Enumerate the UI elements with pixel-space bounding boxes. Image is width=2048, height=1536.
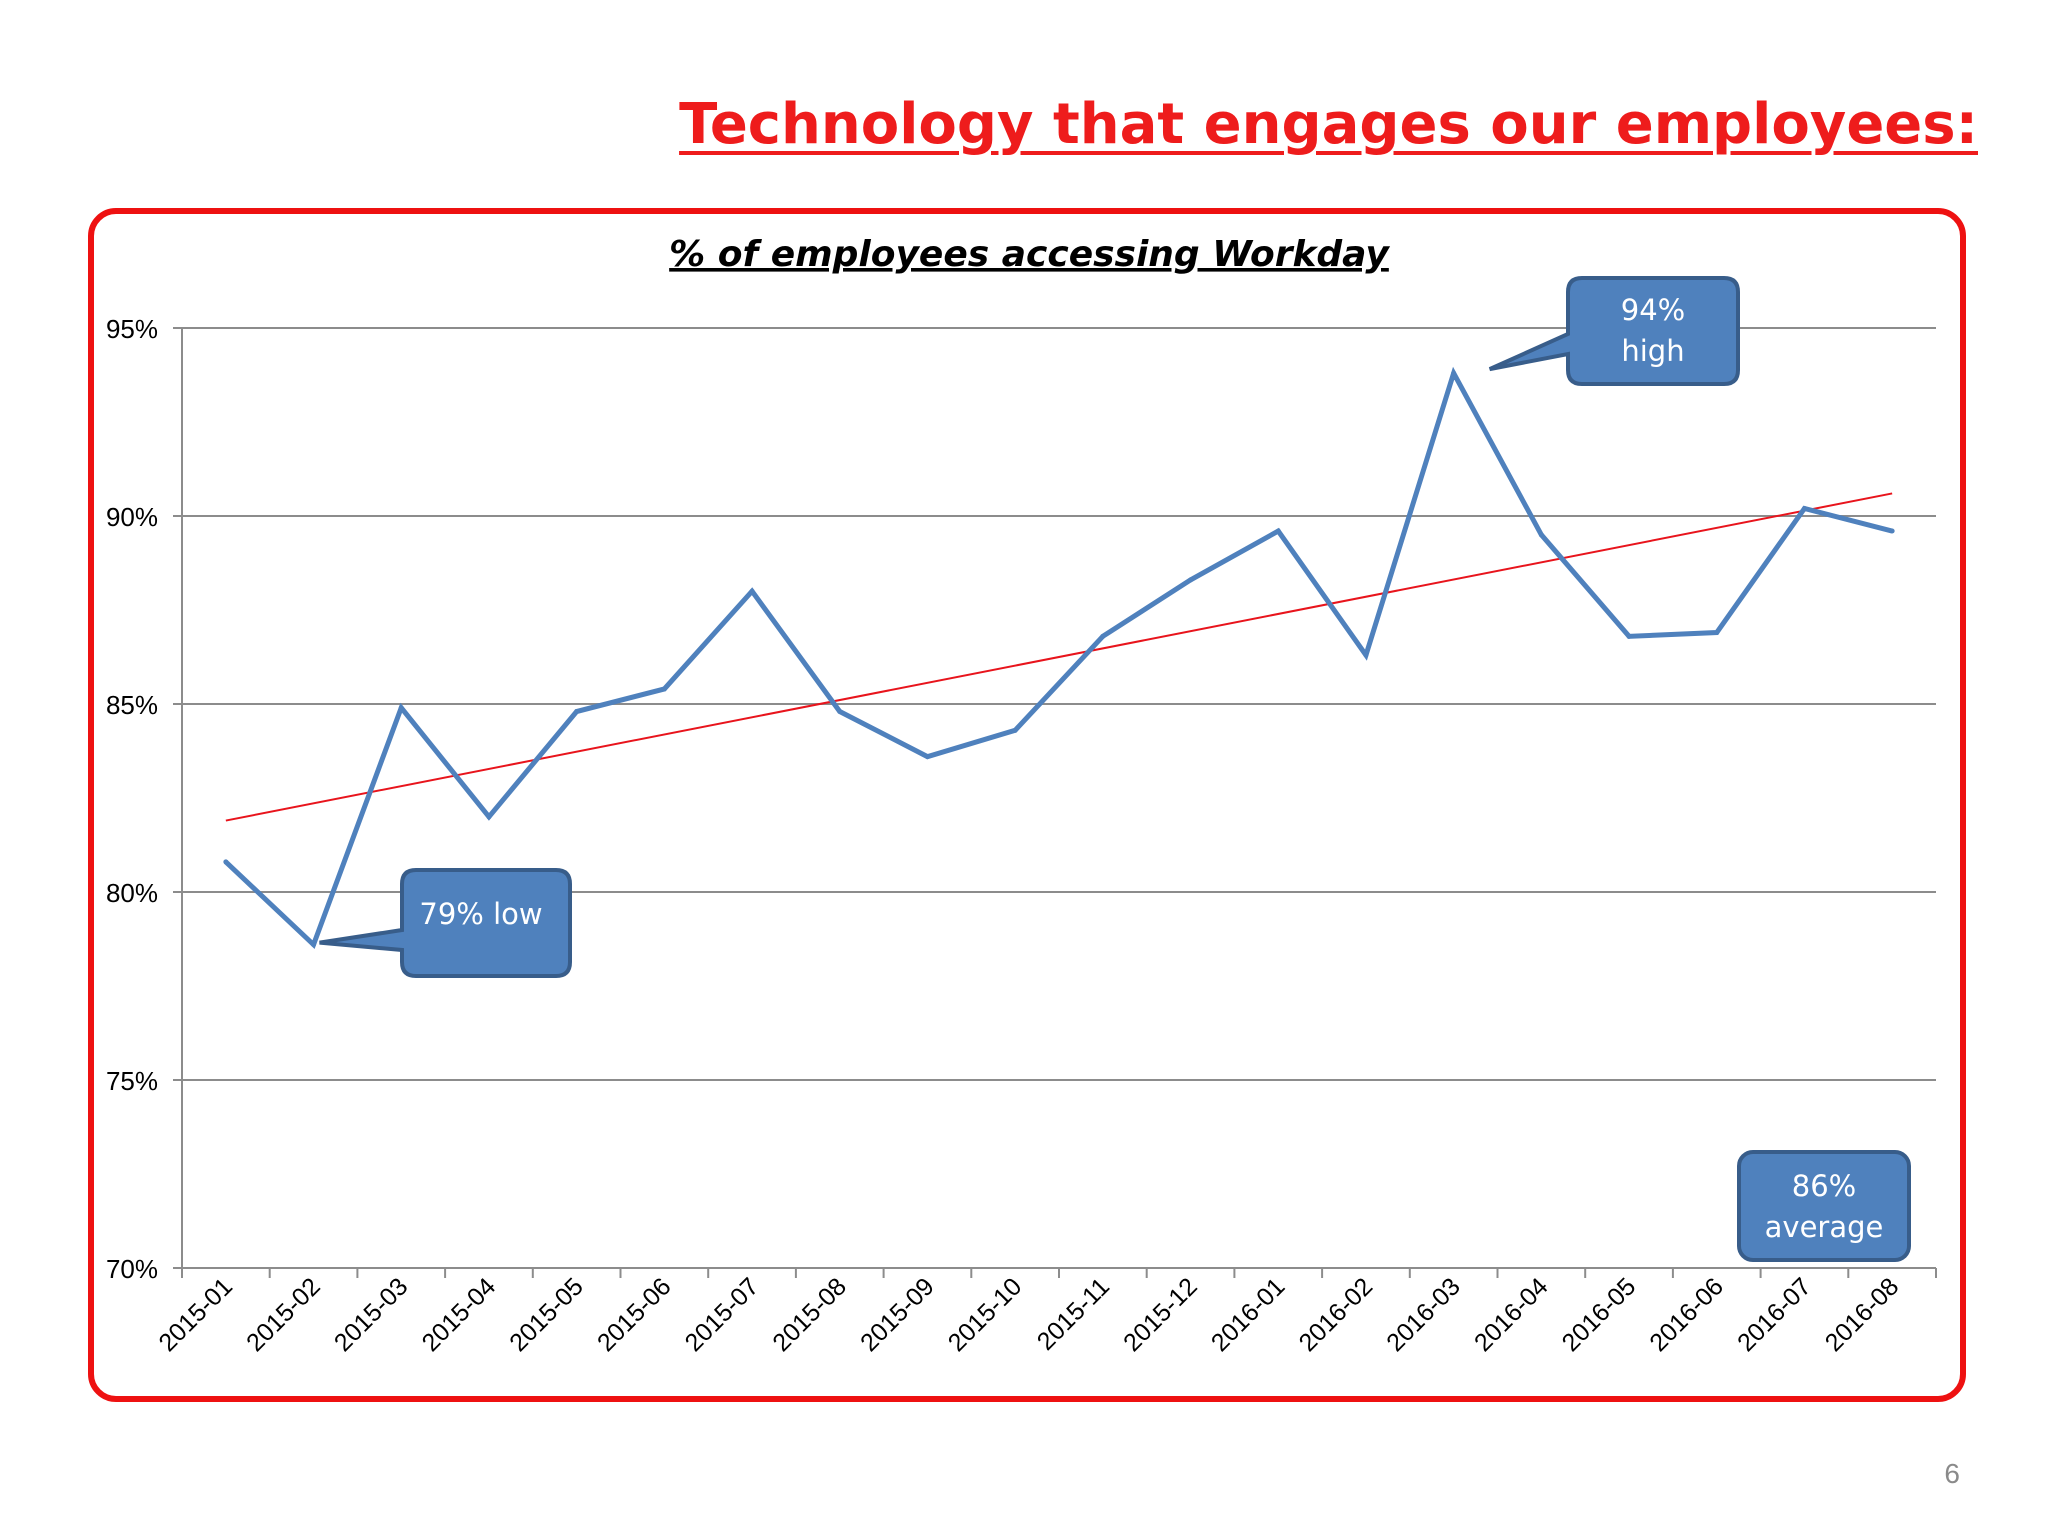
chart-frame: % of employees accessing Workday 70% 75% 8…	[88, 208, 1966, 1402]
data-point	[1714, 630, 1720, 636]
data-point	[1451, 370, 1457, 376]
callout-high-line1: 94%	[1621, 293, 1685, 327]
y-tick-label: 75%	[106, 1066, 158, 1096]
y-tick-label: 90%	[106, 502, 158, 532]
x-tick-label: 2016-05	[1557, 1272, 1642, 1357]
x-tick-label: 2016-06	[1644, 1272, 1729, 1357]
y-tick-label: 80%	[106, 878, 158, 908]
x-tick-label: 2015-12	[1118, 1272, 1203, 1357]
data-point	[1538, 532, 1544, 538]
x-tick-label: 2016-07	[1732, 1272, 1817, 1357]
trendline-layer	[225, 492, 1893, 822]
callout-high-shape	[1488, 276, 1740, 386]
page-number: 6	[1944, 1458, 1960, 1489]
y-tick-label: 70%	[106, 1254, 158, 1284]
x-tick-label: 2015-01	[153, 1272, 238, 1357]
callouts: 94% high 79% low 86% average	[319, 276, 1911, 1262]
data-point	[398, 705, 404, 711]
slide-title: Technology that engages our employees:	[679, 92, 1978, 157]
x-tick-label: 2015-10	[943, 1272, 1028, 1357]
callout-high: 94% high	[1488, 276, 1740, 386]
callout-average-shape	[1737, 1150, 1911, 1262]
x-tick-label: 2016-01	[1206, 1272, 1291, 1357]
data-point	[1188, 577, 1194, 583]
x-tick-label: 2015-03	[329, 1272, 414, 1357]
chart-title: % of employees accessing Workday	[669, 234, 1390, 275]
data-point	[837, 709, 843, 715]
callout-average: 86% average	[1737, 1150, 1911, 1262]
trendline	[225, 492, 1893, 822]
x-tick-label: 2016-08	[1820, 1272, 1905, 1357]
x-tick-label: 2015-11	[1032, 1272, 1115, 1355]
callout-high-line2: high	[1621, 334, 1684, 368]
callout-average-line2: average	[1765, 1210, 1884, 1244]
line-chart: % of employees accessing Workday 70% 75% 8…	[106, 234, 1937, 1357]
series-line-0	[224, 366, 1893, 950]
data-point	[1626, 633, 1632, 639]
x-tick-label: 2015-06	[592, 1272, 677, 1357]
x-tick-label: 2015-02	[241, 1272, 326, 1357]
callout-low-shape	[319, 868, 572, 978]
y-tick-label: 95%	[106, 314, 158, 344]
data-point	[311, 942, 317, 948]
axes: 70%75%80%85%90%95%2015-01 2015-02 2015-03 2…	[106, 314, 1937, 1357]
callout-low: 79% low	[319, 868, 572, 978]
data-point	[223, 859, 229, 865]
data-point	[749, 588, 755, 594]
callout-average-line1: 86%	[1792, 1169, 1856, 1203]
callout-low-text: 79% low	[419, 897, 542, 931]
data-point	[1363, 652, 1369, 658]
x-tick-label: 2016-04	[1469, 1272, 1554, 1357]
x-tick-label: 2015-07	[680, 1272, 765, 1357]
y-tick-label: 85%	[106, 690, 158, 720]
data-point	[1275, 528, 1281, 534]
x-tick-label: 2015-08	[767, 1272, 852, 1357]
x-tick-label: 2015-05	[504, 1272, 589, 1357]
data-point	[1100, 633, 1106, 639]
x-tick-label: 2015-09	[855, 1272, 940, 1357]
x-tick-label: 2016-02	[1294, 1272, 1379, 1357]
data-point	[924, 754, 930, 760]
data-point	[486, 814, 492, 820]
data-point	[661, 686, 667, 692]
data-point	[1889, 528, 1895, 534]
series-layer	[223, 366, 1895, 950]
data-point	[1801, 505, 1807, 511]
x-tick-label: 2016-03	[1381, 1272, 1466, 1357]
x-tick-label: 2015-04	[417, 1272, 502, 1357]
data-point	[1012, 727, 1018, 733]
data-point	[574, 709, 580, 715]
